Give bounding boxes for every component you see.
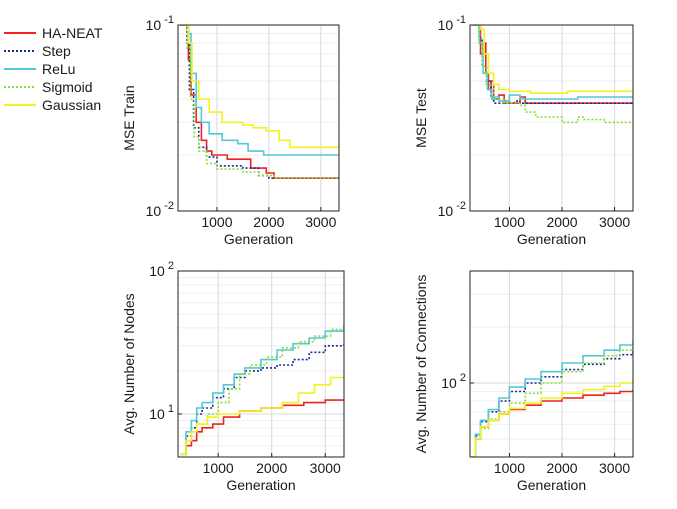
x-tick-label: 3000 <box>305 214 336 230</box>
x-tick-label: 1000 <box>203 460 234 476</box>
series-line-gaussian <box>472 25 633 94</box>
chart-panel-1: 1000 2000 3000 10 -1 10 -2 Generation MSE Trai… <box>121 14 340 247</box>
legend-label-step: Step <box>42 43 71 59</box>
x-axis-label: Generation <box>517 477 586 493</box>
axes-frame <box>177 270 345 458</box>
x-tick-label: 2000 <box>256 460 287 476</box>
x-tick-label: 2000 <box>546 460 577 476</box>
x-axis-label: Generation <box>517 231 586 247</box>
x-tick-label: 1000 <box>494 460 525 476</box>
axes-frame <box>469 24 634 212</box>
legend: HA-NEAT Step ReLu Sigmoid Gaussian <box>4 25 103 113</box>
series-line-gaussian <box>180 25 339 149</box>
y-axis-label: MSE Train <box>121 85 137 150</box>
y-axis-label: Avg. Number of Nodes <box>121 293 137 434</box>
x-tick-label: 3000 <box>599 460 630 476</box>
series-line-sigmoid <box>472 25 633 124</box>
legend-label-ha-neat: HA-NEAT <box>42 25 103 41</box>
x-tick-label: 2000 <box>546 214 577 230</box>
x-axis-label: Generation <box>226 477 295 493</box>
series-line-sigmoid <box>180 25 339 179</box>
chart-panels: 1000 2000 3000 10 -1 10 -2 Generation MSE Trai… <box>121 14 634 493</box>
series-group <box>180 323 344 456</box>
y-tick-label: 10 -1 <box>146 14 174 33</box>
legend-label-sigmoid: Sigmoid <box>42 79 93 95</box>
legend-label-gaussian: Gaussian <box>42 97 101 113</box>
x-tick-label: 1000 <box>201 214 232 230</box>
series-line-relu <box>180 25 339 156</box>
series-line-relu <box>472 25 633 102</box>
y-tick-label: 10 2 <box>441 372 466 391</box>
y-tick-label: 10 -1 <box>438 14 466 33</box>
y-tick-label: 10 -2 <box>438 200 466 219</box>
x-axis-label: Generation <box>224 231 293 247</box>
series-line-gaussian <box>180 374 344 456</box>
plot-area <box>178 25 339 211</box>
axes-frame <box>469 270 634 458</box>
y-axis-label: Avg. Number of Connections <box>413 275 429 454</box>
legend-label-relu: ReLu <box>42 61 75 77</box>
chart-panel-3: 1000 2000 3000 10 2 10 1 Generation Avg. Numbe… <box>121 260 345 493</box>
series-line-relu <box>472 340 633 457</box>
series-line-ha-neat <box>180 399 344 456</box>
y-tick-label: 10 2 <box>149 260 174 279</box>
series-line-gaussian <box>472 379 633 457</box>
series-group <box>180 25 339 179</box>
axes-frame <box>177 24 340 212</box>
series-group <box>472 25 633 124</box>
x-tick-label: 3000 <box>310 460 341 476</box>
plot-area <box>470 25 633 211</box>
chart-panel-2: 1000 2000 3000 10 -1 10 -2 Generation MSE Test <box>413 14 634 247</box>
y-tick-label: 10 1 <box>149 403 174 422</box>
series-line-step <box>180 341 344 456</box>
y-axis-label: MSE Test <box>413 88 429 148</box>
x-tick-label: 1000 <box>494 214 525 230</box>
x-tick-label: 3000 <box>599 214 630 230</box>
y-tick-label: 10 -2 <box>146 200 174 219</box>
chart-panel-4: 1000 2000 3000 10 2 Generation Avg. Number of… <box>413 270 634 493</box>
series-group <box>472 340 633 457</box>
plot-area <box>470 271 633 457</box>
x-tick-label: 2000 <box>253 214 284 230</box>
